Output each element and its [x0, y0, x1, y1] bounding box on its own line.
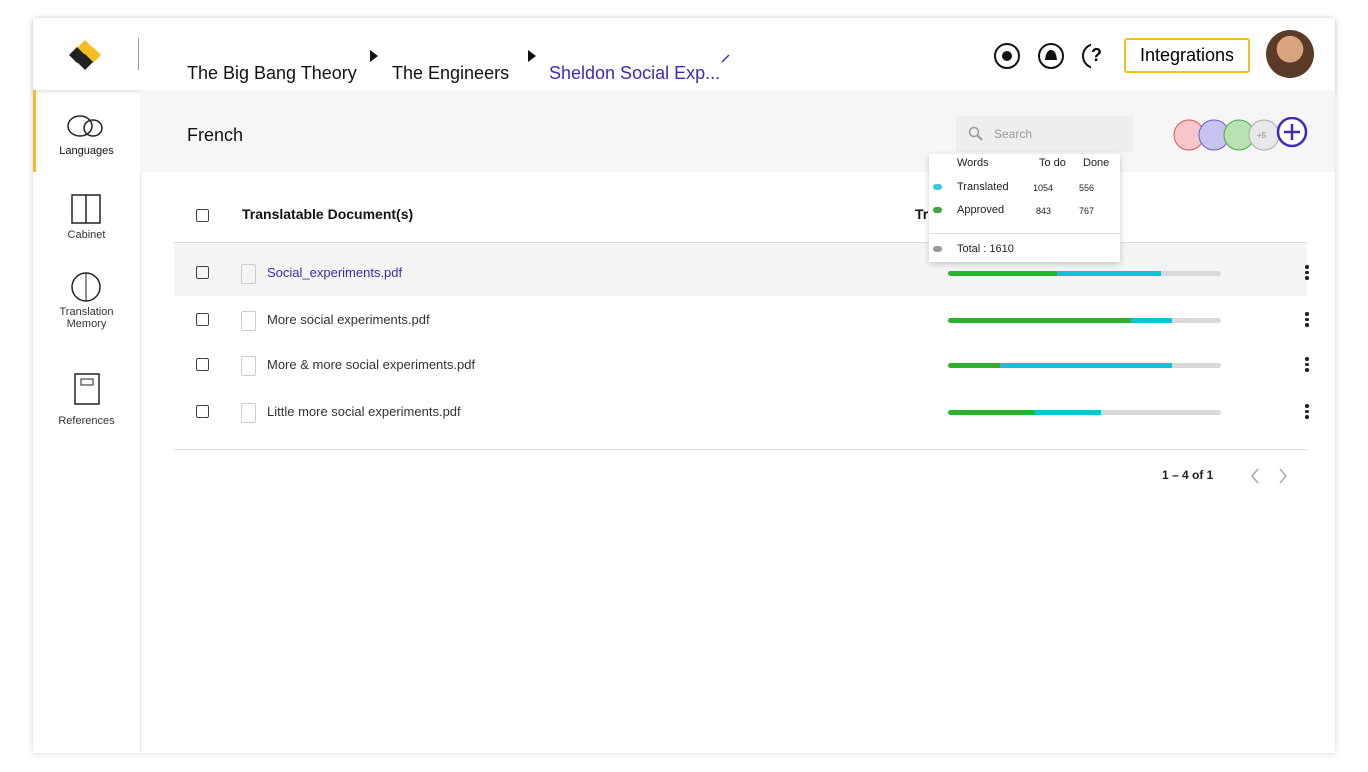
file-icon	[241, 311, 256, 331]
legend-dot	[933, 207, 942, 213]
pagination: 1 – 4 of 1	[1162, 468, 1214, 482]
row-menu[interactable]	[1305, 265, 1309, 282]
file-icon	[241, 403, 256, 423]
row-menu[interactable]	[1305, 404, 1309, 421]
languages-icon[interactable]	[65, 114, 107, 142]
sidebar-item[interactable]: Languages	[59, 145, 114, 157]
column-header: Tr	[915, 206, 929, 222]
more-members: +5	[1257, 131, 1267, 140]
translated-bar	[1057, 271, 1161, 276]
search-box[interactable]: Search	[956, 116, 1133, 152]
popup-header: Done	[1083, 157, 1110, 169]
approved-bar	[948, 318, 1131, 323]
memory-icon[interactable]	[69, 270, 103, 304]
checkbox[interactable]	[196, 358, 209, 371]
integrations-button[interactable]: Integrations	[1124, 38, 1250, 73]
popup-header: To do	[1039, 157, 1066, 169]
document-name[interactable]: Social_experiments.pdf	[267, 265, 403, 280]
progress-track	[948, 318, 1221, 323]
popup-value: 556	[1079, 183, 1095, 193]
active-indicator	[33, 90, 36, 172]
file-icon	[241, 356, 256, 376]
popup-value: 843	[1036, 206, 1052, 216]
divider	[929, 233, 1120, 234]
divider	[174, 449, 1307, 450]
approved-bar	[948, 363, 1000, 368]
pager-arrows[interactable]	[1249, 467, 1293, 485]
document-name[interactable]: More & more social experiments.pdf	[267, 357, 476, 372]
popup-total: Total : 1610	[957, 243, 1014, 255]
popup-value: 1054	[1033, 183, 1054, 193]
row-menu[interactable]	[1305, 312, 1309, 329]
popup-label: Approved	[957, 204, 1005, 216]
avatar[interactable]	[1266, 30, 1314, 78]
legend-dot	[933, 246, 942, 252]
divider	[174, 242, 1307, 243]
logo[interactable]	[67, 38, 103, 72]
divider	[138, 38, 139, 70]
search-placeholder: Search	[994, 127, 1033, 141]
progress-track	[948, 410, 1221, 415]
progress-track	[948, 271, 1221, 276]
app-frame: The Big Bang Theory The Engineers Sheldo…	[33, 18, 1335, 753]
document-name[interactable]: More social experiments.pdf	[267, 312, 430, 327]
cabinet-icon[interactable]	[70, 193, 102, 225]
edit-icon[interactable]	[721, 53, 731, 63]
file-icon	[241, 264, 256, 284]
approved-bar	[948, 410, 1036, 415]
checkbox[interactable]	[196, 313, 209, 326]
progress-popup: Words To do Done Translated 1054 556 App…	[929, 154, 1120, 262]
sidebar-item[interactable]: References	[58, 415, 115, 427]
column-header: Translatable Document(s)	[242, 206, 414, 222]
sidebar: Languages Cabinet Translation Memory Ref…	[33, 90, 141, 753]
approved-bar	[948, 271, 1058, 276]
checkbox[interactable]	[196, 209, 209, 222]
help-icon[interactable]: ?	[1091, 45, 1102, 65]
row-menu[interactable]	[1305, 357, 1309, 374]
breadcrumb-current[interactable]: Sheldon Social Exp...	[549, 63, 721, 83]
translated-bar	[999, 363, 1172, 368]
search-icon	[968, 126, 983, 141]
language-title: French	[187, 125, 244, 145]
document-name[interactable]: Little more social experiments.pdf	[267, 404, 461, 419]
legend-dot	[933, 184, 942, 190]
header-icons[interactable]	[991, 41, 1091, 71]
popup-value: 767	[1079, 206, 1095, 216]
checkbox[interactable]	[196, 405, 209, 418]
breadcrumb[interactable]: The Engineers	[392, 63, 510, 83]
popup-label: Translated	[957, 181, 1009, 193]
popup-header: Words	[957, 157, 989, 169]
breadcrumb[interactable]: The Big Bang Theory	[187, 63, 357, 83]
chevron	[370, 50, 378, 62]
checkbox[interactable]	[196, 266, 209, 279]
chevron	[528, 50, 536, 62]
references-icon[interactable]	[73, 372, 101, 408]
progress-track	[948, 363, 1221, 368]
top-bar: The Big Bang Theory The Engineers Sheldo…	[33, 18, 1335, 90]
sidebar-item[interactable]: Translation Memory	[59, 306, 114, 330]
translated-bar	[1035, 410, 1101, 415]
translated-bar	[1130, 318, 1172, 323]
toolbar: French Search +5	[140, 90, 1335, 172]
members[interactable]	[1172, 117, 1322, 153]
sidebar-item[interactable]: Cabinet	[67, 229, 106, 241]
